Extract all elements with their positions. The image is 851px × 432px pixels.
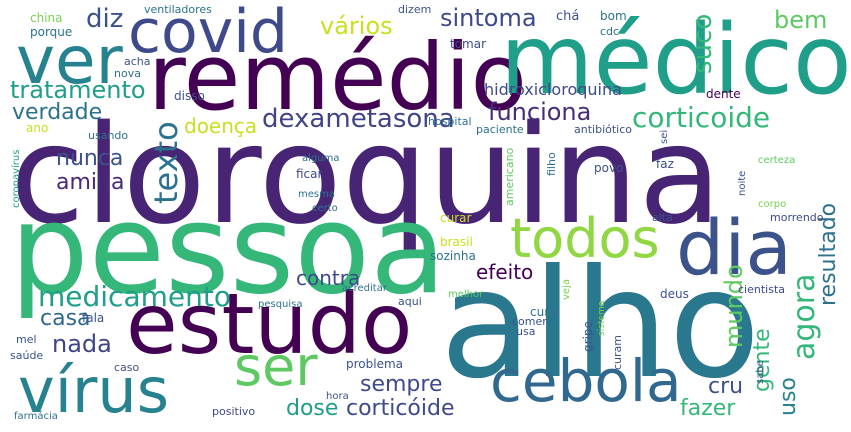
word-mel: mel: [16, 333, 37, 346]
word-saude: saúde: [10, 349, 44, 362]
word-ver: ver: [16, 22, 123, 99]
word-fazer: fazer: [680, 396, 736, 421]
word-curar: curar: [440, 211, 472, 225]
word-mundo: mundo: [720, 264, 748, 348]
word-problema: problema: [346, 357, 404, 371]
word-cha: chá: [556, 9, 580, 24]
word-bem: bem: [774, 6, 828, 34]
word-melhor: melhor: [448, 289, 484, 300]
word-corticoide: corticoide: [632, 101, 771, 134]
word-cura: cura: [530, 305, 557, 319]
word-dente: dente: [706, 87, 741, 101]
word-hora: hora: [326, 391, 349, 402]
word-sozinha: sozinha: [430, 249, 476, 263]
word-medico: médico: [500, 4, 851, 116]
word-ano: ano: [26, 121, 49, 135]
word-estudo: estudo: [126, 275, 413, 373]
word-alta: alta: [652, 211, 673, 224]
word-nova: nova: [114, 67, 141, 80]
word-dia: dia: [676, 203, 792, 292]
word-cientista: cientista: [738, 283, 785, 296]
word-funciona: funciona: [488, 98, 592, 126]
word-virus: vírus: [18, 354, 170, 427]
word-bom: bom: [600, 9, 627, 23]
word-acreditar: acreditar: [342, 283, 387, 294]
word-ventiladores: ventiladores: [144, 3, 212, 16]
word-cru: cru: [708, 374, 744, 399]
word-certo: certo: [312, 203, 338, 214]
word-caso: caso: [114, 361, 140, 374]
word-cebola: cebola: [490, 347, 682, 415]
word-covid: covid: [128, 0, 288, 67]
word-nada: nada: [52, 330, 112, 358]
word-remedio: remédio: [148, 24, 527, 131]
word-coronavirus: coronavírus: [11, 149, 22, 208]
word-certeza: certeza: [758, 155, 796, 166]
word-doenca: doença: [184, 114, 258, 138]
word-pessoa: pessoa: [10, 178, 447, 322]
word-aqui: aqui: [398, 295, 422, 308]
word-dose: dose: [286, 396, 339, 421]
word-curam: curam: [611, 335, 624, 370]
word-hidroxicloroquina: hidroxicloroquina: [484, 80, 622, 99]
word-morrendo: morrendo: [770, 211, 824, 224]
word-comer: comer: [512, 315, 547, 328]
word-suco: suco: [688, 13, 718, 74]
word-dexametasona: dexametasona: [262, 104, 455, 134]
word-cdc: cdc: [600, 25, 620, 38]
word-veja: veja: [561, 279, 572, 300]
word-disso: disso: [174, 89, 205, 103]
word-corticoide-acento: corticóide: [346, 396, 455, 421]
word-deus: deus: [660, 287, 689, 301]
word-usando: usando: [88, 129, 129, 142]
word-faz: faz: [656, 157, 674, 171]
word-hospital: hospital: [428, 115, 472, 128]
word-americano: americano: [503, 147, 516, 206]
word-china: china: [30, 11, 63, 25]
word-positivo: positivo: [212, 405, 256, 418]
word-gripe: gripe: [581, 321, 595, 352]
word-medicamento: medicamento: [38, 280, 231, 313]
word-tomar: tomar: [450, 37, 487, 51]
word-corpo: corpo: [758, 199, 787, 210]
word-verdade: verdade: [12, 100, 103, 125]
word-dizem: dizem: [398, 3, 432, 16]
word-amiga: amiga: [56, 170, 125, 195]
word-sistema: sistema: [597, 300, 607, 336]
word-povo: povo: [594, 161, 624, 175]
word-sei: sei: [659, 129, 670, 144]
word-ficar: ficar: [296, 167, 323, 181]
word-texto: texto: [147, 121, 185, 204]
word-contra: contra: [296, 266, 361, 290]
word-tratamento: tratamento: [10, 76, 146, 104]
word-filho: filho: [545, 152, 558, 176]
word-casa: casa: [40, 306, 91, 331]
word-diz: diz: [86, 4, 124, 34]
word-varios: vários: [320, 12, 393, 40]
word-todos: todos: [510, 207, 660, 270]
word-sempre: sempre: [360, 372, 443, 397]
word-alho: alho: [440, 238, 761, 412]
word-paciente: paciente: [476, 123, 524, 136]
word-acha: acha: [124, 55, 151, 68]
word-sintoma: sintoma: [440, 4, 537, 32]
word-nunca: nunca: [56, 146, 124, 171]
word-usa: usa: [516, 325, 536, 338]
word-antibiotico: antibiótico: [574, 123, 632, 136]
word-ser: ser: [234, 335, 318, 398]
word-porque: porque: [30, 25, 73, 39]
word-alguma: alguma: [302, 153, 340, 164]
word-brasil: brasil: [440, 235, 473, 249]
word-mesma: mesma: [298, 189, 335, 200]
word-noite: noite: [737, 170, 748, 196]
word-sabe: sabe: [755, 360, 766, 384]
word-efeito: efeito: [476, 260, 534, 284]
word-pesquisa: pesquisa: [258, 299, 303, 310]
word-fala: fala: [82, 311, 105, 325]
word-farmacia: farmácia: [14, 411, 58, 422]
word-uso: uso: [776, 377, 801, 416]
word-cloroquina: cloroquina: [10, 97, 722, 255]
